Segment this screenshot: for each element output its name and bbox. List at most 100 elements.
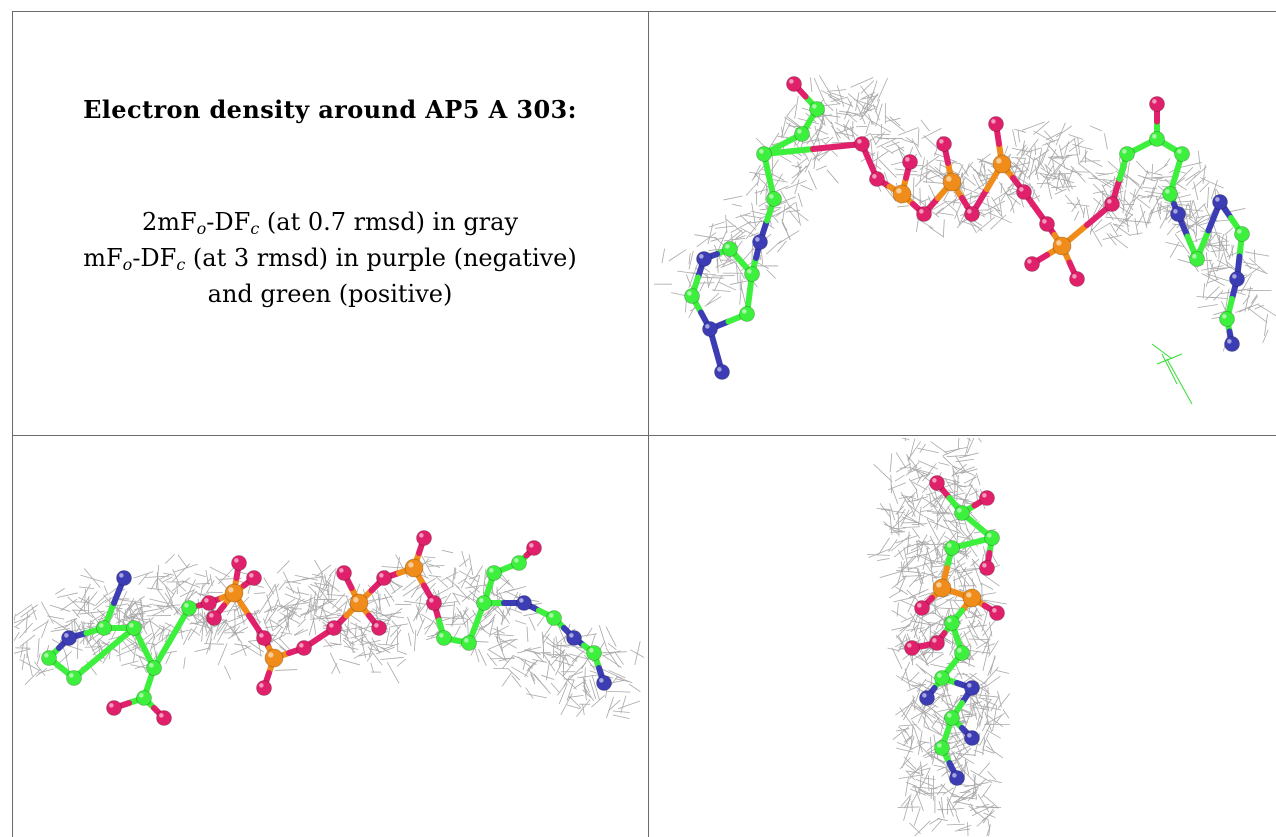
mesh-segment: [903, 699, 916, 721]
legend-text: 2mF: [141, 208, 197, 236]
mesh-segment: [276, 560, 290, 574]
atom-highlight: [514, 558, 519, 563]
mesh-segment: [785, 180, 808, 190]
positive-density-segment: [1166, 358, 1193, 405]
mesh-segment: [558, 683, 568, 705]
mesh-segment: [217, 643, 228, 666]
mesh-segment: [979, 592, 997, 596]
mesh-segment: [468, 596, 477, 604]
mesh-segment: [941, 797, 944, 815]
mesh-segment: [952, 794, 964, 809]
atom-highlight: [996, 158, 1002, 164]
mesh-segment: [909, 473, 931, 482]
mesh-segment: [500, 610, 510, 624]
phosphorus-atom: [892, 184, 912, 204]
mesh-segment: [92, 599, 107, 611]
mesh-segment: [725, 214, 728, 233]
mesh-segment: [910, 620, 934, 626]
mesh-segment: [1184, 170, 1201, 182]
oxygen-atom: [854, 136, 870, 152]
mesh-segment: [468, 554, 474, 576]
mesh-segment: [911, 527, 921, 539]
mesh-segment: [964, 569, 977, 588]
mesh-segment: [607, 643, 617, 651]
phosphorus-atom: [932, 578, 952, 598]
mesh-segment: [968, 645, 972, 667]
atom-highlight: [569, 633, 574, 638]
mesh-segment: [494, 633, 514, 637]
mesh-segment: [526, 626, 529, 642]
nitrogen-atom: [61, 630, 77, 646]
mesh-segment: [939, 161, 941, 173]
mesh-segment: [1046, 131, 1062, 141]
phosphorus-atom: [349, 593, 369, 613]
mesh-segment: [308, 597, 311, 612]
mesh-segment: [1206, 273, 1231, 282]
mesh-segment: [928, 169, 944, 180]
mesh-segment: [268, 617, 274, 632]
mesh-segment: [512, 655, 537, 665]
mesh-segment: [1205, 262, 1214, 287]
atom-highlight: [1019, 187, 1024, 192]
mesh-segment: [977, 704, 1001, 711]
mesh-segment: [1044, 163, 1053, 172]
mesh-segment: [905, 764, 920, 775]
mesh-segment: [329, 652, 341, 674]
carbon-atom: [794, 126, 810, 142]
mesh-segment: [794, 95, 799, 119]
oxygen-atom: [201, 595, 217, 611]
mesh-segment: [451, 613, 456, 627]
mesh-segment: [919, 187, 921, 206]
mesh-segment: [888, 539, 898, 552]
carbon-atom: [486, 565, 502, 581]
mesh-segment: [555, 636, 559, 649]
mesh-segment: [1136, 210, 1146, 226]
nitrogen-atom: [1170, 206, 1186, 222]
mesh-segment: [954, 203, 962, 219]
mesh-segment: [293, 628, 304, 636]
mesh-segment: [568, 696, 582, 709]
mesh-segment: [708, 221, 725, 228]
mesh-segment: [1205, 286, 1220, 301]
mesh-segment: [282, 598, 305, 613]
mesh-segment: [482, 603, 498, 617]
mesh-segment: [165, 553, 175, 564]
mesh-segment: [850, 77, 874, 88]
mesh-segment: [911, 138, 922, 158]
mesh-segment: [1129, 192, 1151, 209]
mesh-segment: [283, 615, 291, 633]
mesh-segment: [524, 665, 533, 678]
mesh-segment: [975, 640, 990, 650]
mesh-segment: [1169, 241, 1180, 258]
mesh-segment: [1159, 209, 1171, 229]
mesh-segment: [138, 572, 149, 585]
mesh-segment: [441, 549, 454, 554]
mesh-segment: [984, 711, 993, 733]
mesh-segment: [455, 585, 470, 601]
mesh-segment: [1254, 304, 1265, 310]
mesh-segment: [1094, 221, 1112, 233]
mesh-segment: [791, 153, 802, 161]
carbon-atom: [809, 101, 825, 117]
mesh-segment: [981, 810, 995, 822]
mesh-segment: [166, 604, 181, 607]
mesh-segment: [452, 592, 461, 606]
mesh-segment: [860, 94, 879, 100]
mesh-segment: [1080, 150, 1088, 164]
mesh-segment: [866, 554, 891, 556]
mesh-segment: [408, 632, 412, 647]
mesh-segment: [929, 565, 947, 568]
mesh-segment: [555, 644, 570, 648]
mesh-segment: [31, 605, 37, 621]
mesh-segment: [274, 583, 281, 606]
mesh-segment: [498, 657, 515, 662]
mesh-segment: [908, 571, 923, 588]
legend-subscript: o: [196, 219, 207, 238]
mesh-segment: [20, 604, 38, 618]
mesh-segment: [403, 600, 430, 606]
mesh-segment: [284, 580, 301, 584]
mesh-segment: [366, 652, 374, 662]
mesh-segment: [972, 174, 981, 190]
mesh-segment: [893, 543, 911, 558]
mesh-segment: [573, 679, 587, 690]
